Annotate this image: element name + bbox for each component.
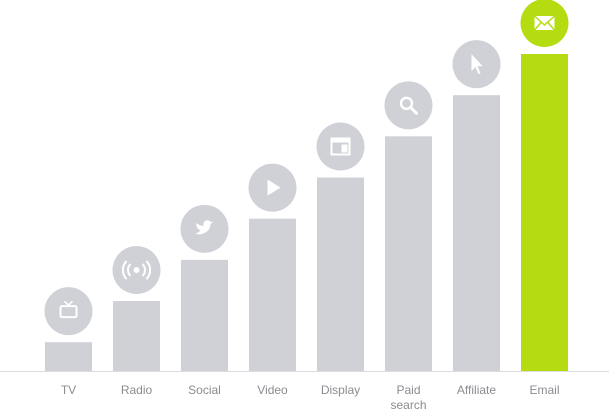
icon-shape <box>341 144 348 153</box>
bar-icon <box>44 287 93 336</box>
bar <box>385 136 432 371</box>
bar-icon <box>180 204 229 253</box>
icon-shape <box>267 179 281 196</box>
icon-shape <box>471 54 483 75</box>
bar-icon <box>520 0 569 47</box>
icon-shape <box>399 96 414 111</box>
icon-shape <box>409 105 418 115</box>
icon-badge <box>316 122 365 171</box>
x-tick-label: Affiliate <box>456 383 497 397</box>
bar <box>45 342 92 371</box>
bar-icon <box>248 163 297 212</box>
bar-icon <box>452 40 501 89</box>
icon-badge <box>44 287 93 336</box>
bar <box>453 95 500 372</box>
x-tick-label: TV <box>60 383 77 397</box>
icon-shape <box>133 267 140 274</box>
x-tick-label: Video <box>257 383 288 397</box>
bar-icon <box>112 246 161 295</box>
icon-badge <box>384 81 433 130</box>
bar-icon <box>316 122 365 171</box>
icon-shape <box>533 15 556 31</box>
bar <box>249 218 296 371</box>
bar <box>317 177 364 371</box>
x-tick-label: Social <box>188 383 221 397</box>
icon-shape <box>121 260 152 280</box>
bar <box>521 54 568 371</box>
bar-icon <box>384 81 433 130</box>
icon-shape <box>195 220 214 235</box>
x-tick-label: Email <box>529 383 560 397</box>
x-tick-label: Radio <box>120 383 153 397</box>
bar <box>113 301 160 371</box>
bar <box>181 259 228 371</box>
x-tick-label: Display <box>320 383 361 397</box>
x-tick-label: Paid search <box>390 383 427 412</box>
icon-shape <box>331 138 350 143</box>
icon-shape <box>63 300 74 307</box>
